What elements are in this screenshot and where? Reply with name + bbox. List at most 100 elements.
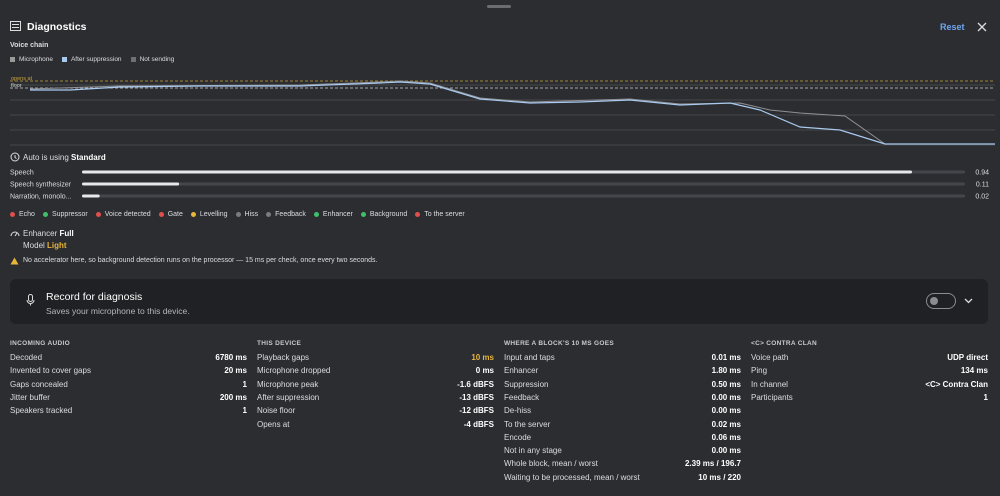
stat-label: Feedback bbox=[504, 392, 540, 402]
title: Diagnostics bbox=[27, 21, 87, 33]
class-label: Narration, monolo... bbox=[10, 194, 72, 201]
enhancer-icon bbox=[10, 231, 20, 237]
status-dot bbox=[95, 211, 101, 217]
class-value: 0.94 bbox=[975, 170, 989, 177]
status-label: Feedback bbox=[275, 211, 306, 218]
stat-value: 134 ms bbox=[960, 366, 988, 376]
status-label: Levelling bbox=[199, 211, 228, 218]
stat-value: UDP direct bbox=[947, 353, 988, 362]
stat-value: 0.02 ms bbox=[711, 419, 741, 429]
stat-value: 0.00 ms bbox=[711, 406, 741, 416]
status-item: Suppressor bbox=[42, 211, 88, 218]
stat-value: -1.6 dBFS bbox=[457, 379, 494, 389]
status-dot bbox=[266, 211, 272, 217]
stat-value: 1 bbox=[983, 392, 988, 402]
stat-value: 0.01 ms bbox=[711, 353, 741, 362]
status-dot bbox=[360, 211, 366, 217]
stat-label: Microphone peak bbox=[257, 379, 319, 389]
class-label: Speech bbox=[10, 170, 34, 177]
toggle[interactable] bbox=[926, 293, 956, 309]
stat-label: Decoded bbox=[10, 353, 43, 362]
status-item: Background bbox=[360, 211, 408, 218]
model-label: Model bbox=[23, 241, 45, 250]
icon bbox=[10, 21, 21, 31]
status-label: Voice detected bbox=[104, 211, 151, 218]
status-label: Enhancer bbox=[322, 211, 353, 218]
status-dot bbox=[190, 211, 196, 217]
legend-label: Microphone bbox=[19, 56, 53, 63]
class-label: Speech synthesizer bbox=[10, 182, 72, 189]
stat-value: 0.00 ms bbox=[711, 446, 741, 456]
mic-icon bbox=[26, 294, 35, 306]
stat-label: Suppression bbox=[504, 379, 549, 389]
stat-value: 0.00 ms bbox=[711, 392, 741, 402]
floor-label: floor bbox=[11, 83, 22, 89]
stat-label: Noise floor bbox=[257, 406, 296, 416]
model-value: Light bbox=[47, 241, 67, 250]
stat-label: Voice path bbox=[751, 353, 789, 362]
stat-label: Invented to cover gaps bbox=[10, 366, 91, 376]
warning-icon bbox=[10, 257, 19, 265]
stat-label: Ping bbox=[751, 366, 768, 376]
status-label: Suppressor bbox=[51, 211, 88, 218]
status-item: Voice detected bbox=[95, 211, 151, 218]
stat-value: 6780 ms bbox=[215, 353, 247, 362]
stat-label: Jitter buffer bbox=[10, 392, 50, 402]
stat-value: 0 ms bbox=[475, 366, 494, 376]
bar bbox=[82, 194, 100, 198]
auto-prefix: Auto is using bbox=[23, 153, 69, 162]
auto-line: Auto is using Standard bbox=[23, 153, 106, 162]
status-dot bbox=[42, 211, 48, 217]
opens-at-label: opens at bbox=[11, 76, 33, 82]
auto-icon bbox=[10, 152, 20, 162]
legend: Microphone After suppression Not sending bbox=[10, 56, 183, 63]
drag-handle[interactable] bbox=[487, 5, 511, 8]
column-title: <C> CONTRA CLAN bbox=[751, 340, 818, 347]
legend-label: Not sending bbox=[139, 56, 175, 63]
column-title: THIS DEVICE bbox=[257, 340, 302, 347]
stat-value: 200 ms bbox=[219, 392, 247, 402]
status-label: Echo bbox=[19, 211, 35, 218]
record-subtitle: Saves your microphone to this device. bbox=[46, 306, 190, 316]
legend-swatch bbox=[10, 56, 15, 62]
stat-value: 0.50 ms bbox=[711, 379, 741, 389]
status-dot bbox=[313, 211, 319, 217]
status-label: To the server bbox=[424, 211, 465, 218]
bar-track bbox=[82, 182, 965, 186]
class-bars: Speech 0.94 Speech synthesizer 0.11 Narratio… bbox=[10, 170, 989, 201]
stat-label: Speakers tracked bbox=[10, 406, 73, 416]
status-dot bbox=[235, 211, 241, 217]
status-label: Background bbox=[369, 211, 408, 218]
stat-label: Encode bbox=[504, 432, 532, 442]
close-button[interactable] bbox=[977, 22, 987, 32]
status-item: Levelling bbox=[190, 211, 228, 218]
stat-label: Whole block, mean / worst bbox=[504, 459, 598, 469]
section-title: Voice chain bbox=[10, 42, 49, 49]
expand-chevron[interactable] bbox=[964, 298, 973, 304]
reset-button[interactable]: Reset bbox=[940, 22, 965, 32]
voice-chain-chart: opens at floor bbox=[10, 76, 995, 146]
status-item: To the server bbox=[415, 211, 465, 218]
status-row: Echo Suppressor Voice detected Gate Levellin… bbox=[10, 211, 473, 218]
legend-swatch bbox=[130, 56, 136, 62]
model-line: Model Light bbox=[23, 241, 67, 250]
stat-label: Playback gaps bbox=[257, 353, 310, 362]
stat-label: In channel bbox=[751, 379, 788, 389]
stat-value: 1 bbox=[242, 379, 247, 389]
enhancer-label: Enhancer bbox=[23, 229, 58, 238]
status-item: Echo bbox=[10, 211, 35, 218]
stat-label: Not in any stage bbox=[504, 446, 562, 456]
stat-value: -12 dBFS bbox=[459, 406, 494, 416]
legend-item: After suppression bbox=[61, 56, 122, 63]
status-dot bbox=[158, 211, 164, 217]
stat-value: 0.06 ms bbox=[711, 432, 741, 442]
enhancer-value: Full bbox=[59, 229, 74, 238]
stat-value: 1 bbox=[242, 406, 247, 416]
stat-label: Input and taps bbox=[504, 353, 555, 362]
status-dot bbox=[10, 211, 15, 217]
column-title: WHERE A BLOCK'S 10 MS GOES bbox=[504, 340, 614, 347]
status-label: Gate bbox=[167, 211, 183, 218]
stat-label: Gaps concealed bbox=[10, 379, 68, 389]
stat-label: Participants bbox=[751, 392, 793, 402]
bar bbox=[82, 170, 913, 174]
